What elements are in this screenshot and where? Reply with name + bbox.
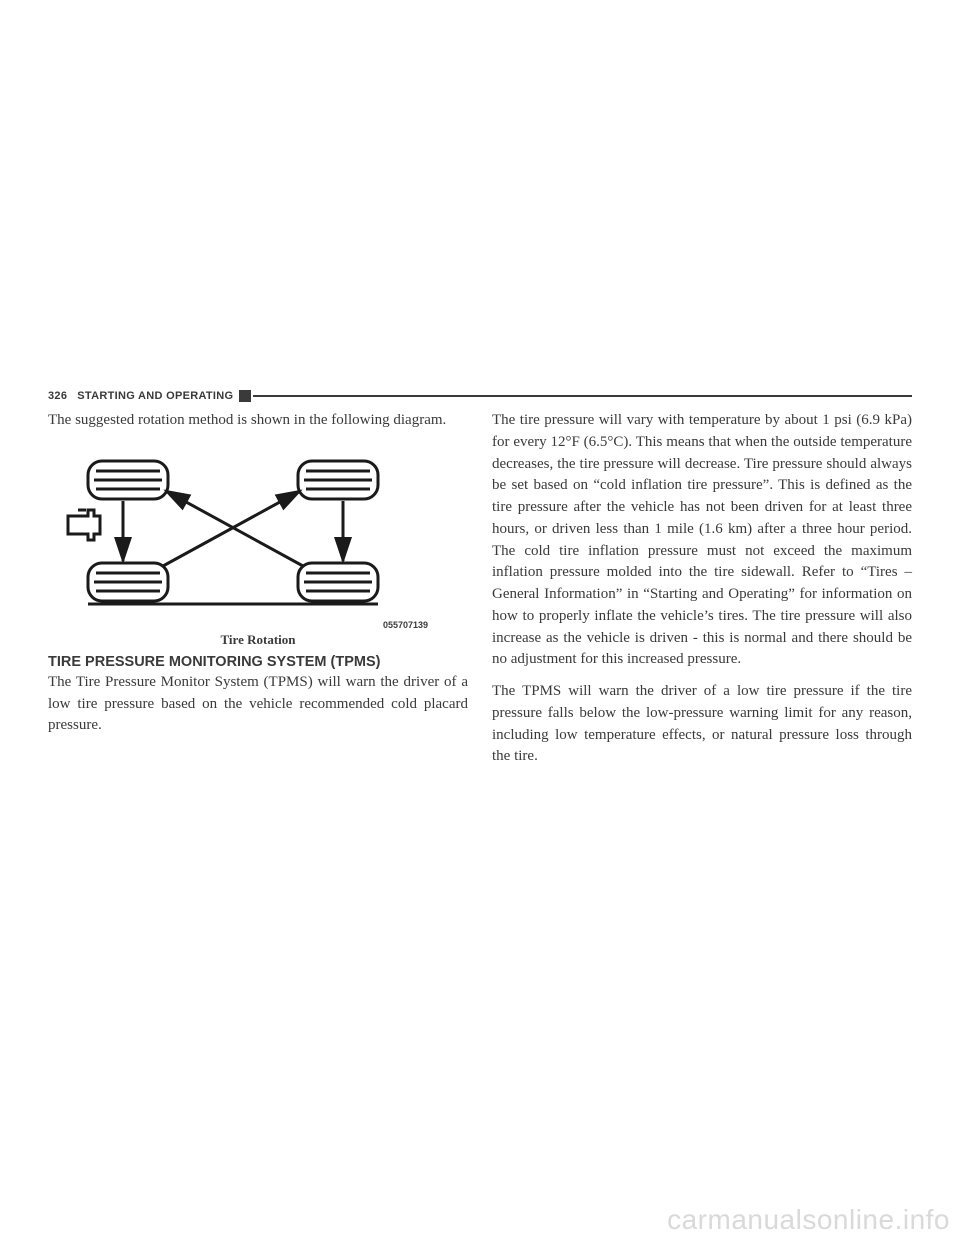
page-header: 326 STARTING AND OPERATING xyxy=(48,390,912,402)
two-column-layout: The suggested rotation method is shown i… xyxy=(48,410,912,778)
right-column: The tire pressure will vary with tempera… xyxy=(492,410,912,778)
watermark: carmanualsonline.info xyxy=(667,1204,950,1236)
engine-icon xyxy=(68,510,100,540)
intro-text: The suggested rotation method is shown i… xyxy=(48,410,468,432)
right-para-1: The tire pressure will vary with tempera… xyxy=(492,410,912,671)
right-para-2: The TPMS will warn the driver of a low t… xyxy=(492,681,912,768)
left-column: The suggested rotation method is shown i… xyxy=(48,410,468,778)
section-title: STARTING AND OPERATING xyxy=(77,390,233,402)
tpms-intro: The Tire Pressure Monitor System (TPMS) … xyxy=(48,672,468,737)
header-marker xyxy=(239,390,251,402)
page-number: 326 xyxy=(48,390,67,402)
tire-rotation-svg xyxy=(48,446,408,616)
manual-page: 326 STARTING AND OPERATING The suggested… xyxy=(48,390,912,778)
diagram-caption: Tire Rotation xyxy=(48,632,468,648)
tpms-heading: TIRE PRESSURE MONITORING SYSTEM (TPMS) xyxy=(48,654,468,670)
header-rule xyxy=(253,395,912,397)
tire-rotation-diagram: 055707139 Tire Rotation xyxy=(48,446,468,648)
diagram-id: 055707139 xyxy=(48,620,468,630)
